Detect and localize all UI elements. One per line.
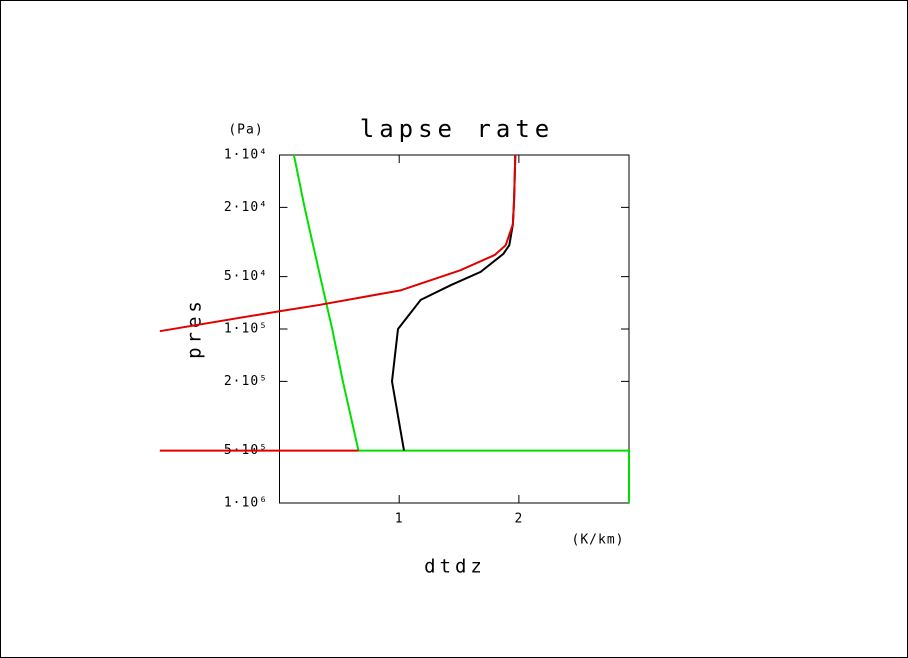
y-tick-label: 1·10⁵	[224, 322, 268, 337]
y-unit: (Pa)	[228, 123, 263, 138]
y-tick-label: 2·10⁴	[224, 200, 268, 215]
y-axis-label: pres	[184, 297, 206, 359]
y-tick-label: 5·10⁴	[224, 269, 268, 284]
x-axis-label: dtdz	[424, 556, 486, 578]
y-tick-label: 1·10⁴	[224, 148, 268, 163]
series-line	[159, 154, 517, 452]
chart-title: lapse rate	[360, 115, 555, 143]
x-tick-label: 1	[395, 512, 404, 527]
y-tick-label: 2·10⁵	[224, 374, 268, 389]
series-line	[292, 154, 630, 503]
x-tick-label: 2	[514, 512, 523, 527]
y-tick-label: 1·10⁶	[224, 496, 268, 511]
x-unit: (K/km)	[572, 533, 625, 548]
